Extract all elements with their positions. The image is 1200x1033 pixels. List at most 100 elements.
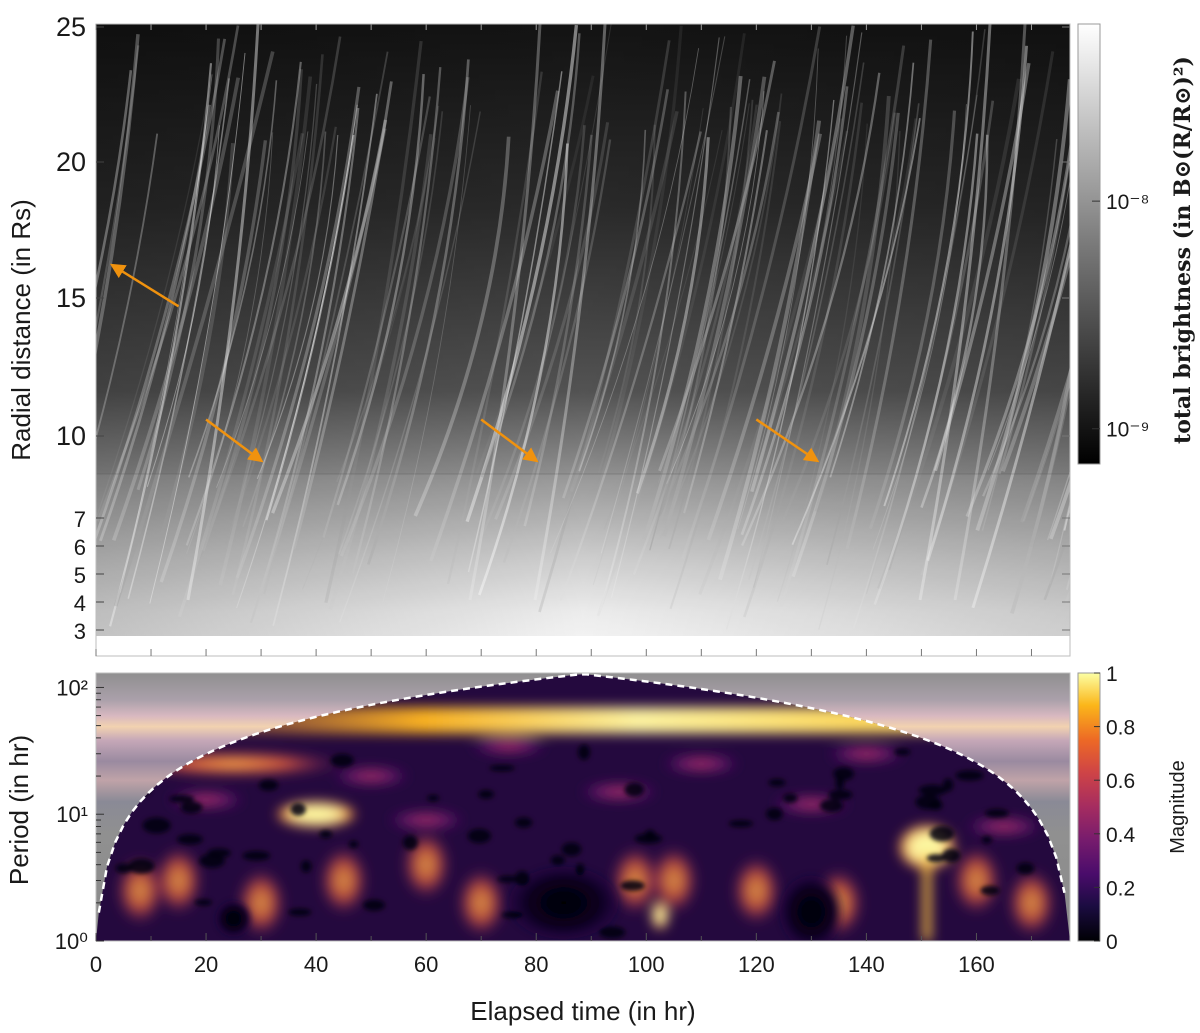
bottom-y-tick-label: 10⁰ bbox=[55, 929, 88, 954]
brightness-streak bbox=[1010, 364, 1070, 614]
dark-pocket bbox=[929, 825, 955, 842]
brightness-streak bbox=[872, 104, 967, 550]
brightness-streak bbox=[159, 140, 268, 583]
bottom-x-axis-label: Elapsed time (in hr) bbox=[470, 996, 695, 1026]
brightness-streak bbox=[826, 103, 920, 566]
mid-period-feature bbox=[386, 810, 467, 831]
brightness-streak bbox=[225, 83, 318, 545]
top-colorbar-tick-label: 10⁻⁸ bbox=[1106, 191, 1149, 214]
brightness-streak bbox=[177, 133, 304, 618]
dark-pocket bbox=[578, 744, 591, 760]
brightness-streak bbox=[96, 133, 159, 441]
dark-pocket bbox=[503, 862, 624, 941]
brightness-streak bbox=[740, 86, 849, 536]
low-period-feature bbox=[319, 846, 368, 915]
dark-pocket bbox=[985, 808, 1009, 818]
brightness-streak bbox=[336, 74, 425, 506]
brightness-streak bbox=[235, 86, 361, 579]
dark-pocket bbox=[169, 794, 195, 803]
mid-period-feature bbox=[468, 735, 549, 756]
top-y-tick-label: 20 bbox=[56, 147, 86, 177]
brightness-streak bbox=[603, 129, 723, 530]
brightness-streak bbox=[339, 111, 481, 623]
top-y-tick-label: 6 bbox=[74, 535, 86, 560]
brightness-streak bbox=[656, 106, 732, 535]
dark-pocket bbox=[550, 855, 566, 866]
brightness-streak bbox=[413, 136, 511, 517]
brightness-streak bbox=[465, 24, 579, 523]
brightness-streak bbox=[852, 29, 986, 629]
brightness-streak bbox=[779, 45, 906, 608]
bottom-colorbar-tick-label: 0.6 bbox=[1106, 770, 1135, 793]
top-y-tick-label: 15 bbox=[56, 283, 86, 313]
brightness-streak bbox=[191, 36, 342, 577]
gray-colorbar bbox=[1077, 23, 1101, 465]
low-period-feature bbox=[1007, 868, 1056, 937]
brightness-streak bbox=[480, 33, 581, 478]
brightness-streak bbox=[1063, 502, 1070, 531]
low-period-feature bbox=[116, 856, 165, 925]
bottom-colorbar-tick-label: 0.4 bbox=[1106, 824, 1136, 847]
brightness-streak bbox=[845, 39, 933, 550]
bright-streak bbox=[468, 24, 542, 601]
dark-pocket bbox=[766, 807, 783, 821]
brightness-streak bbox=[669, 120, 782, 610]
bottom-x-tick-label: 80 bbox=[524, 952, 548, 977]
annotation-arrows bbox=[109, 263, 820, 463]
brightness-streak bbox=[338, 111, 444, 555]
dark-pocket bbox=[489, 765, 515, 772]
bright-streak bbox=[186, 24, 260, 601]
top-y-tick-label: 5 bbox=[74, 563, 86, 588]
brightness-streak bbox=[658, 60, 776, 472]
bright-streak bbox=[918, 24, 992, 601]
brightness-streak bbox=[971, 241, 1070, 609]
bottom-y-ticks: 10⁰ 10¹ 10² bbox=[55, 675, 104, 954]
brightness-streak bbox=[887, 100, 995, 571]
bottom-colorbar: 0 0.2 0.4 0.6 0.8 1 Magnitude bbox=[1077, 663, 1189, 954]
top-colorbar: 10⁻⁹ 10⁻⁸ total brightness (in B⊙(R/R⊙)²) bbox=[1077, 23, 1196, 465]
brightness-streak bbox=[659, 93, 783, 538]
brightness-streak bbox=[592, 108, 704, 585]
brightness-streak bbox=[109, 63, 213, 627]
top-y-ticks: 3 4 5 6 7 10 15 20 25 bbox=[56, 12, 1070, 644]
dark-pocket bbox=[835, 776, 845, 790]
dark-pocket bbox=[833, 767, 854, 781]
brightness-streak bbox=[272, 93, 378, 627]
orange-arrow bbox=[205, 418, 264, 463]
dark-pocket bbox=[242, 850, 271, 861]
bottom-colorbar-label: Magnitude bbox=[1167, 760, 1189, 853]
brightness-streak bbox=[817, 118, 918, 480]
brightness-streak bbox=[681, 26, 822, 560]
brightness-streak bbox=[998, 150, 1070, 475]
dark-pocket bbox=[194, 899, 212, 906]
brightness-streak bbox=[149, 52, 246, 604]
brightness-streak bbox=[127, 78, 230, 599]
dark-pocket bbox=[599, 926, 626, 939]
plume-column bbox=[923, 852, 931, 941]
brightness-streak bbox=[271, 119, 388, 514]
dark-pocket bbox=[981, 835, 992, 844]
brightness-streak bbox=[743, 102, 864, 618]
dark-pocket bbox=[363, 899, 385, 911]
cone-of-influence-line bbox=[97, 673, 1066, 913]
brightness-streak bbox=[96, 73, 213, 521]
bottom-x-tick-label: 20 bbox=[194, 952, 218, 977]
bottom-x-tick-label: 60 bbox=[414, 952, 438, 977]
brightness-streak bbox=[818, 130, 901, 630]
brightness-streak bbox=[791, 112, 900, 578]
dark-pocket bbox=[213, 898, 254, 939]
brightness-streak bbox=[868, 110, 957, 530]
brightness-streak bbox=[113, 51, 275, 607]
brightness-streak bbox=[550, 48, 700, 554]
top-y-tick-label: 10 bbox=[56, 421, 86, 451]
dark-pocket bbox=[348, 840, 359, 849]
brightness-streak bbox=[1020, 366, 1070, 523]
brightness-streak bbox=[119, 74, 213, 593]
brightness-streak bbox=[780, 112, 897, 525]
dark-pocket bbox=[515, 817, 533, 828]
bottom-axes-box bbox=[95, 672, 1071, 942]
brightness-streak bbox=[322, 96, 431, 538]
dark-pocket bbox=[300, 860, 312, 873]
brightness-streak bbox=[256, 134, 339, 480]
